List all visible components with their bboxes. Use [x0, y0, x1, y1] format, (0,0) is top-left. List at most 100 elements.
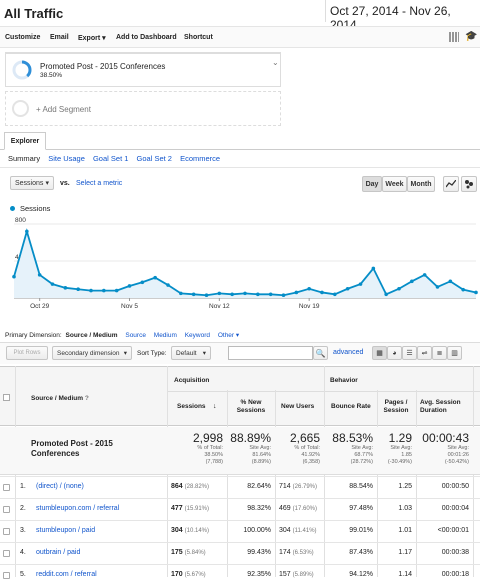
table-row[interactable]: 3. stumbleupon / paid 304 (10.14%) 100.0… — [0, 520, 480, 542]
sort-type-select[interactable]: Default ▾ — [171, 346, 211, 360]
data-point[interactable] — [204, 293, 209, 298]
data-point[interactable] — [89, 288, 93, 293]
data-point[interactable] — [435, 285, 440, 289]
data-point[interactable] — [461, 287, 465, 292]
data-point[interactable] — [166, 283, 170, 287]
table-row[interactable]: 2. stumbleupon.com / referral 477 (15.91… — [0, 498, 480, 520]
chevron-down-icon[interactable]: ⌄ — [272, 58, 279, 67]
data-point[interactable] — [25, 229, 29, 234]
segment-card[interactable]: Promoted Post - 2015 Conferences 38.50% … — [5, 52, 281, 87]
select-metric-link[interactable]: Select a metric — [76, 180, 123, 187]
week-button[interactable]: Week — [382, 176, 407, 192]
data-point[interactable] — [384, 292, 388, 297]
data-point[interactable] — [410, 279, 414, 284]
subtab-goal-set-2[interactable]: Goal Set 2 — [136, 154, 172, 163]
advanced-filter-link[interactable]: advanced — [333, 349, 364, 356]
data-point[interactable] — [179, 291, 183, 296]
subtab-summary[interactable]: Summary — [8, 154, 41, 163]
email-button[interactable]: Email — [50, 34, 69, 41]
data-point[interactable] — [63, 286, 68, 290]
data-point[interactable] — [191, 292, 196, 297]
percentage-view-button[interactable]: ◕ — [387, 346, 402, 360]
data-point[interactable] — [217, 291, 222, 296]
customize-button[interactable]: Customize — [5, 34, 41, 41]
col-header-source-medium[interactable]: Source / Medium ? — [31, 395, 89, 402]
secondary-dimension-select[interactable]: Secondary dimension ▾ — [52, 346, 132, 360]
row-source-medium-link[interactable]: outbrain / paid — [36, 549, 81, 556]
plot-rows-button[interactable]: Plot Rows — [6, 346, 48, 360]
data-point[interactable] — [50, 282, 55, 286]
dimension-source[interactable]: Source — [125, 332, 146, 339]
comparison-view-button[interactable]: ⇌ — [417, 346, 432, 360]
data-point[interactable] — [448, 279, 453, 284]
month-button[interactable]: Month — [407, 176, 435, 192]
data-point[interactable] — [397, 286, 401, 291]
line-chart-toggle[interactable] — [443, 176, 459, 192]
day-button[interactable]: Day — [362, 176, 382, 192]
data-point[interactable] — [140, 280, 145, 285]
grid-icon[interactable] — [449, 32, 459, 42]
data-point[interactable] — [371, 266, 376, 271]
data-point[interactable] — [281, 293, 286, 298]
search-button[interactable]: 🔍 — [313, 346, 328, 360]
metric-select[interactable]: Sessions ▾ — [10, 176, 54, 190]
table-view-button[interactable]: ▦ — [372, 346, 387, 360]
row-checkbox[interactable] — [3, 550, 10, 557]
row-checkbox[interactable] — [3, 572, 10, 579]
col-header-bounce-rate[interactable]: Bounce Rate — [331, 403, 371, 410]
col-header-avg-duration[interactable]: Avg. Session Duration — [420, 399, 461, 414]
row-checkbox[interactable] — [3, 484, 10, 491]
row-source-medium-link[interactable]: stumbleupon / paid — [36, 527, 96, 534]
row-checkbox[interactable] — [3, 506, 10, 513]
row-source-medium-link[interactable]: stumbleupon.com / referral — [36, 505, 120, 512]
performance-view-button[interactable]: ☰ — [402, 346, 417, 360]
table-row[interactable]: 5. reddit.com / referral 170 (5.67%) 92.… — [0, 564, 480, 586]
tab-explorer[interactable]: Explorer — [4, 132, 46, 150]
row-source-medium-link[interactable]: (direct) / (none) — [36, 483, 84, 490]
subtab-goal-set-1[interactable]: Goal Set 1 — [92, 154, 129, 163]
col-header-pages-session[interactable]: Pages / Session — [383, 399, 409, 414]
select-all-checkbox[interactable] — [3, 394, 10, 401]
col-header-sessions[interactable]: Sessions — [177, 403, 206, 410]
add-segment-card[interactable]: + Add Segment — [5, 91, 281, 126]
row-source-medium-link[interactable]: reddit.com / referral — [36, 571, 97, 578]
data-point[interactable] — [243, 291, 247, 296]
term-cloud-button[interactable]: ≣ — [432, 346, 447, 360]
export-button[interactable]: Export ▾ — [78, 35, 106, 42]
subtab-ecommerce[interactable]: Ecommerce — [180, 154, 221, 163]
table-row[interactable]: 4. outbrain / paid 175 (5.84%) 99.43% 17… — [0, 542, 480, 564]
add-to-dashboard-button[interactable]: Add to Dashboard — [116, 34, 177, 41]
data-point[interactable] — [474, 290, 478, 295]
data-point[interactable] — [153, 275, 157, 280]
data-point[interactable] — [114, 288, 119, 293]
dimension-source-medium[interactable]: Source / Medium — [65, 332, 118, 339]
data-point[interactable] — [294, 290, 299, 295]
col-header-new-sessions[interactable]: % New Sessions — [236, 399, 266, 414]
table-row[interactable]: 1. (direct) / (none) 864 (28.82%) 82.64%… — [0, 476, 480, 498]
pivot-view-button[interactable]: ▥ — [447, 346, 462, 360]
data-point[interactable] — [256, 292, 260, 297]
graduation-cap-icon[interactable]: 🎓 — [465, 31, 478, 42]
motion-chart-toggle[interactable] — [461, 176, 477, 192]
subtab-site-usage[interactable]: Site Usage — [48, 154, 85, 163]
data-point[interactable] — [320, 290, 324, 295]
data-point[interactable] — [127, 284, 132, 288]
row-checkbox[interactable] — [3, 528, 10, 535]
dimension-other[interactable]: Other ▾ — [217, 332, 240, 339]
data-point[interactable] — [230, 292, 234, 297]
data-point[interactable] — [345, 286, 350, 291]
shortcut-button[interactable]: Shortcut — [184, 34, 213, 41]
dimension-medium[interactable]: Medium — [153, 332, 177, 339]
data-point[interactable] — [37, 273, 42, 277]
data-point[interactable] — [422, 273, 427, 277]
col-header-new-users[interactable]: New Users — [281, 403, 315, 410]
data-point[interactable] — [358, 282, 363, 286]
data-point[interactable] — [268, 292, 273, 297]
data-point[interactable] — [307, 286, 311, 291]
dimension-keyword[interactable]: Keyword — [184, 332, 211, 339]
data-point[interactable] — [102, 288, 106, 293]
data-point[interactable] — [12, 274, 16, 279]
data-point[interactable] — [333, 292, 337, 297]
data-point[interactable] — [76, 287, 80, 292]
